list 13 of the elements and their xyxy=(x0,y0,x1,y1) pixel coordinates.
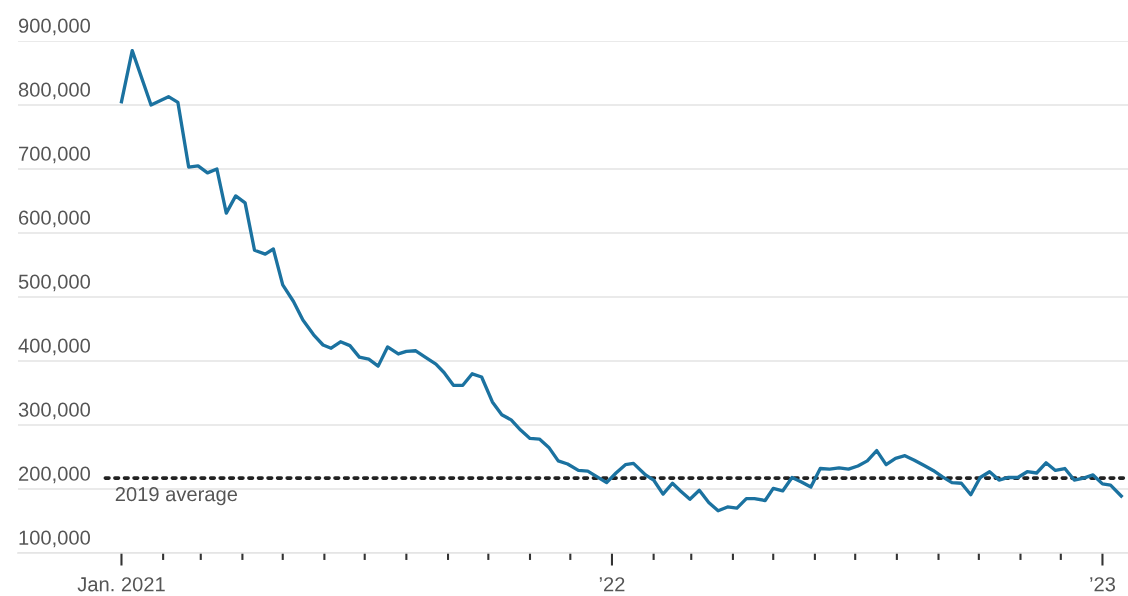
y-tick-label: 700,000 xyxy=(19,146,91,164)
y-tick-label: 800,000 xyxy=(18,82,91,100)
y-tick-label: 500,000 xyxy=(18,274,91,292)
y-tick-label: 300,000 xyxy=(18,402,91,420)
y-tick-label: 200,000 xyxy=(19,466,91,484)
y-tick-label: 100,000 xyxy=(19,530,91,548)
y-tick-label: 600,000 xyxy=(19,210,91,228)
x-tick-label: ’23 xyxy=(1090,577,1116,592)
y-tick-label: 400,000 xyxy=(18,338,91,356)
y-tick-label: 900,000 xyxy=(18,18,91,36)
x-tick-label: ’22 xyxy=(599,577,625,592)
x-tick-label: Jan. 2021 xyxy=(77,577,165,592)
ref-line-label: 2019 average xyxy=(115,486,238,506)
